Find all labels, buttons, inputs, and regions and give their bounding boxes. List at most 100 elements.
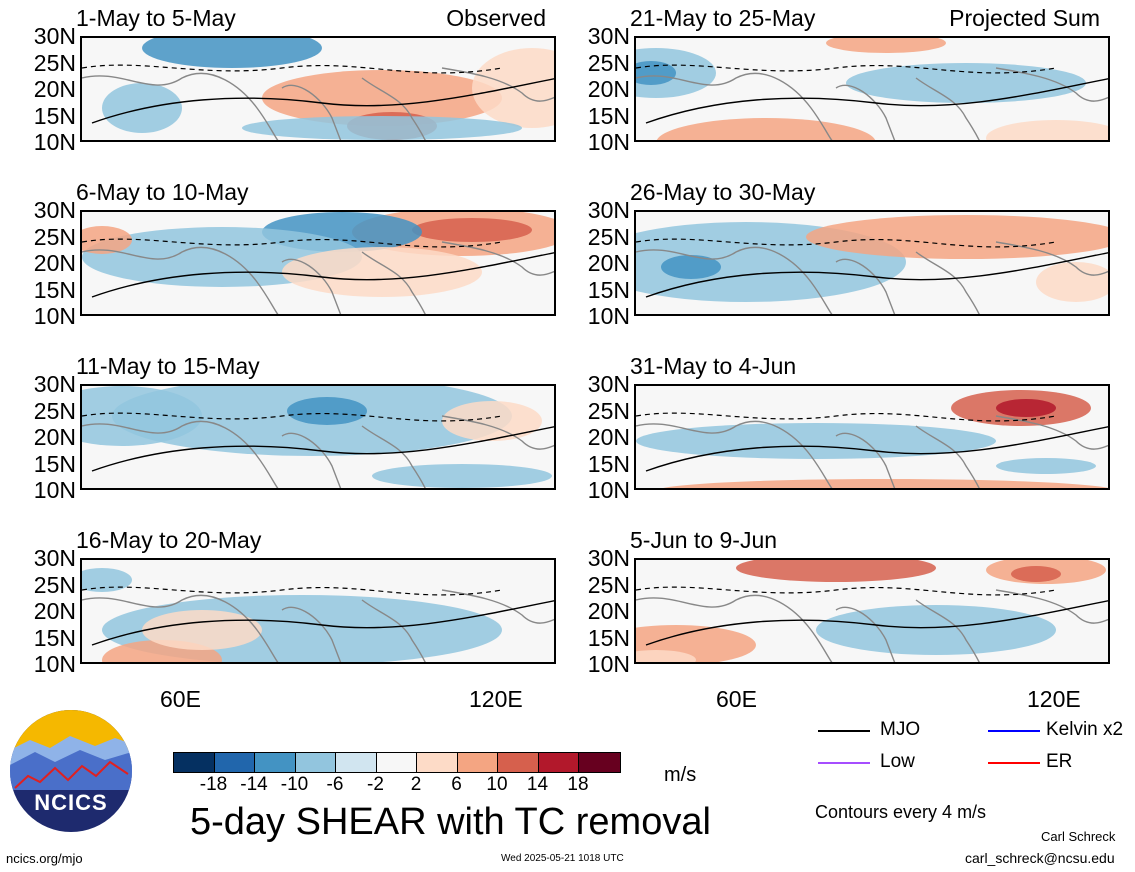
shear-anomaly-blob xyxy=(262,70,502,126)
shear-anomaly-blob xyxy=(806,215,1108,259)
lat-label: 30N xyxy=(587,545,630,571)
lat-label: 30N xyxy=(33,23,76,49)
lat-label: 20N xyxy=(33,598,76,624)
lon-label-60e-right: 60E xyxy=(716,686,757,712)
map-panel xyxy=(634,36,1110,142)
shear-anomaly-blob xyxy=(636,650,696,662)
lon-label-120e-left: 120E xyxy=(469,686,523,712)
coastline xyxy=(636,67,1108,140)
lat-label: 25N xyxy=(33,49,76,76)
shear-anomaly-blob xyxy=(736,560,936,582)
colorbar-swatch xyxy=(295,753,336,772)
lat-label: 30N xyxy=(33,545,76,571)
lat-label: 15N xyxy=(587,450,630,477)
shear-anomaly-blob xyxy=(82,226,132,254)
colorbar-swatch xyxy=(376,753,417,772)
panel-title: 21-May to 25-May xyxy=(630,5,816,31)
shear-anomaly-blob xyxy=(656,118,876,140)
coastline xyxy=(82,589,554,662)
colorbar-tick-label: 2 xyxy=(410,774,422,795)
legend-line-kelvin xyxy=(988,730,1040,732)
coastline xyxy=(82,241,554,314)
shear-anomaly-blob xyxy=(287,397,367,425)
map-panel xyxy=(80,36,556,142)
lat-label: 30N xyxy=(33,371,76,397)
shear-anomaly-blob xyxy=(826,38,946,53)
coastline xyxy=(636,415,1108,488)
mjo-contour-negative xyxy=(82,586,503,596)
lon-label-60e-left: 60E xyxy=(160,686,201,712)
lat-label: 25N xyxy=(587,397,630,424)
lat-label: 20N xyxy=(587,76,630,102)
legend-line-er xyxy=(988,762,1040,764)
lat-label: 15N xyxy=(33,276,76,303)
lat-label: 20N xyxy=(33,424,76,450)
colorbar-swatch xyxy=(214,753,255,772)
panel-title: 16-May to 20-May xyxy=(76,527,262,553)
lat-label: 25N xyxy=(587,571,630,598)
lat-label: 30N xyxy=(587,371,630,397)
legend-label-mjo: MJO xyxy=(880,719,921,740)
coastline xyxy=(636,241,1108,314)
lon-label-120e-right: 120E xyxy=(1027,686,1081,712)
mjo-contour xyxy=(91,78,554,124)
colorbar-swatch xyxy=(174,753,215,772)
panel-title: 11-May to 15-May xyxy=(76,353,260,379)
lat-label: 15N xyxy=(587,276,630,303)
lat-label: 10N xyxy=(587,303,630,329)
panel-tag: Observed xyxy=(446,5,546,31)
lat-label: 10N xyxy=(587,129,630,155)
lat-label: 10N xyxy=(587,651,630,677)
mjo-contour xyxy=(91,252,554,298)
lat-label: 15N xyxy=(587,102,630,129)
colorbar-swatch xyxy=(538,753,579,772)
map-panel xyxy=(80,384,556,490)
lat-label: 15N xyxy=(33,624,76,651)
shear-anomaly-blob xyxy=(1011,566,1061,582)
mjo-contour-negative xyxy=(636,586,1057,596)
shear-anomaly-blob xyxy=(663,479,1108,488)
shear-anomaly-blob xyxy=(661,255,721,279)
map-panel xyxy=(634,384,1110,490)
colorbar-swatch xyxy=(336,753,377,772)
panel-title: 6-May to 10-May xyxy=(76,179,249,205)
shear-field xyxy=(636,560,1108,662)
panel-title: 31-May to 4-Jun xyxy=(630,353,797,379)
footer-author: Carl Schreck xyxy=(1041,829,1116,844)
shear-anomaly-blob xyxy=(82,568,132,592)
colorbar-tick-label: 14 xyxy=(526,774,549,795)
footer-email: carl_schreck@ncsu.edu xyxy=(965,850,1115,866)
lat-label: 20N xyxy=(587,424,630,450)
lat-label: 10N xyxy=(33,651,76,677)
lat-label: 30N xyxy=(33,197,76,223)
colorbar-tick-label: -10 xyxy=(280,774,309,795)
lat-label: 10N xyxy=(33,477,76,503)
shear-anomaly-blob xyxy=(996,399,1056,417)
lat-label: 20N xyxy=(587,598,630,624)
colorbar-unit: m/s xyxy=(664,764,697,786)
shear-anomaly-blob xyxy=(442,401,542,441)
shear-anomaly-blob xyxy=(1036,262,1108,302)
mjo-contour xyxy=(91,426,554,472)
colorbar-swatch xyxy=(498,753,539,772)
main-title: 5-day SHEAR with TC removal xyxy=(190,801,711,843)
shear-anomaly-blob xyxy=(412,218,532,242)
mjo-contour-negative xyxy=(636,412,1057,422)
coastline xyxy=(82,67,554,140)
map-panel xyxy=(634,558,1110,664)
coastline xyxy=(82,415,554,488)
shear-anomaly-blob xyxy=(372,464,552,488)
lat-label: 15N xyxy=(587,624,630,651)
panel-title: 1-May to 5-May xyxy=(76,5,236,31)
panel-title: 5-Jun to 9-Jun xyxy=(630,527,778,553)
map-panel xyxy=(80,210,556,316)
legend-line-low xyxy=(818,762,870,764)
lat-label: 25N xyxy=(33,223,76,250)
legend-label-er: ER xyxy=(1046,751,1073,772)
shear-anomaly-blob xyxy=(986,120,1108,140)
logo-text: NCICS xyxy=(34,790,108,815)
mjo-contour-negative xyxy=(82,238,503,248)
shear-anomaly-blob xyxy=(636,423,996,459)
legend-label-low: Low xyxy=(880,751,915,772)
lat-label: 10N xyxy=(33,129,76,155)
